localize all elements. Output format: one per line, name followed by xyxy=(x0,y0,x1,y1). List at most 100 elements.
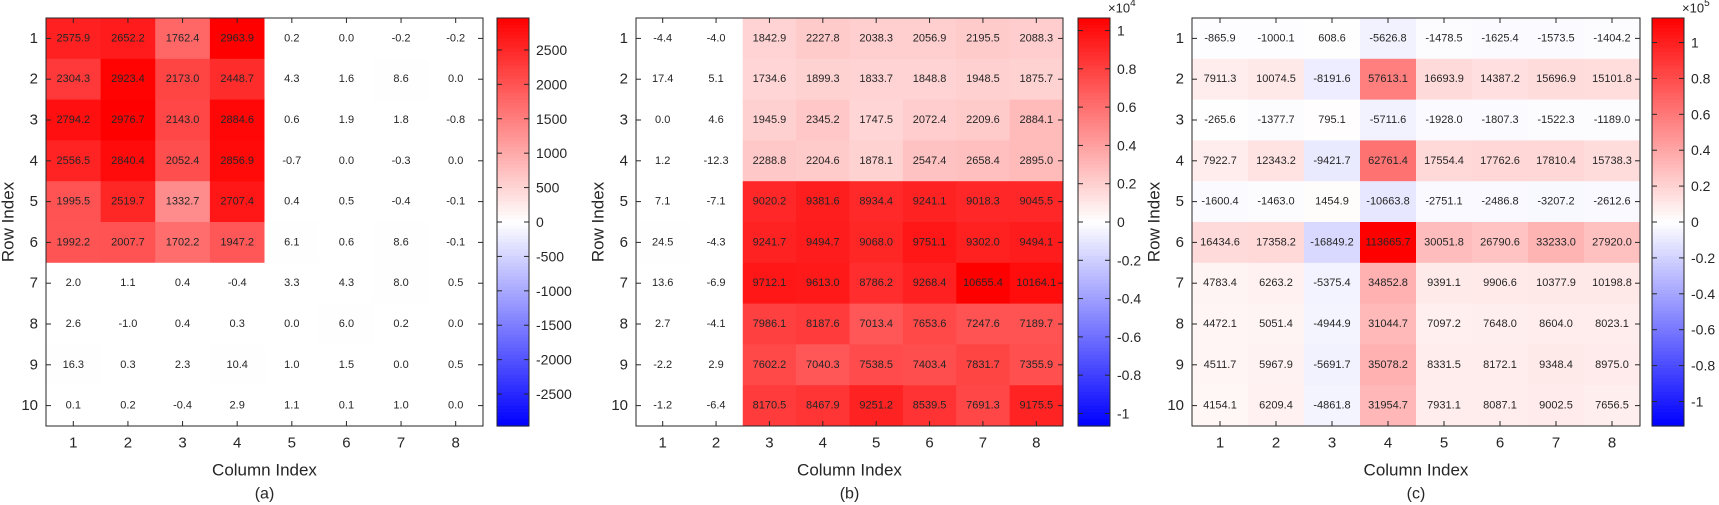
colorbar-segment xyxy=(1078,35,1110,39)
heatmap-cell xyxy=(1360,99,1417,141)
colorbar-segment xyxy=(497,130,529,135)
heatmap-cell xyxy=(1248,303,1305,345)
x-tick-label: 7 xyxy=(1552,435,1560,452)
cell-label: 1878.1 xyxy=(859,155,893,167)
y-tick-label: 10 xyxy=(1167,397,1184,414)
heatmap-cell xyxy=(1192,181,1249,223)
heatmap-cell xyxy=(428,222,484,264)
heatmap-cell xyxy=(1584,344,1641,386)
cell-label: 2288.8 xyxy=(753,155,787,167)
colorbar-segment xyxy=(1078,184,1110,189)
heatmap-cell xyxy=(956,344,1011,386)
colorbar-segment xyxy=(1652,405,1684,410)
heatmap-cell xyxy=(1009,18,1064,60)
colorbar-segment xyxy=(497,344,529,349)
y-tick-label: 6 xyxy=(620,234,628,251)
heatmap-cell xyxy=(742,222,797,264)
colorbar-segment xyxy=(497,154,529,158)
heatmap-cell xyxy=(319,140,375,182)
colorbar-segment xyxy=(497,120,529,124)
colorbar-segment xyxy=(1652,293,1684,298)
cell-label: 10.4 xyxy=(226,359,247,371)
heatmap-cell xyxy=(796,18,850,60)
colorbar-segment xyxy=(1652,18,1684,22)
cell-label: 0.0 xyxy=(284,318,299,330)
cell-label: -1189.0 xyxy=(1594,114,1631,126)
colorbar-segment xyxy=(1078,354,1110,359)
heatmap-cell xyxy=(1360,181,1417,223)
colorbar-exponent-power: 5 xyxy=(1704,0,1710,9)
colorbar-segment xyxy=(1078,398,1110,403)
colorbar-segment xyxy=(1652,398,1684,403)
cell-label: 2209.6 xyxy=(966,114,1000,126)
heatmap-cell xyxy=(1248,262,1305,305)
colorbar-segment xyxy=(497,184,529,189)
colorbar-segment xyxy=(497,398,529,403)
cell-label: 1899.3 xyxy=(806,73,840,85)
cell-label: 9241.1 xyxy=(913,196,947,208)
cell-label: 13.6 xyxy=(652,277,673,289)
heatmap-cell xyxy=(264,262,320,305)
cell-label: 1762.4 xyxy=(166,32,200,44)
heatmap-cell xyxy=(1304,385,1361,427)
colorbar-segment xyxy=(497,419,529,424)
y-tick-label: 4 xyxy=(620,152,628,169)
colorbar-segment xyxy=(497,252,529,257)
heatmap-cell xyxy=(46,262,102,305)
colorbar-segment xyxy=(1652,157,1684,162)
colorbar-tick-label: -500 xyxy=(536,248,564,264)
colorbar-segment xyxy=(497,103,529,107)
colorbar-segment xyxy=(1652,239,1684,243)
colorbar-segment xyxy=(1078,228,1110,233)
cell-label: -1404.2 xyxy=(1593,32,1630,44)
colorbar-segment xyxy=(1078,290,1110,294)
cell-label: 9068.0 xyxy=(859,236,893,248)
heatmap-cell xyxy=(428,262,484,305)
colorbar-segment xyxy=(1652,269,1684,274)
colorbar-segment xyxy=(1078,269,1110,274)
heatmap-cell xyxy=(849,385,904,427)
heatmap-cell xyxy=(155,99,211,141)
heatmap-cell xyxy=(155,58,211,101)
cell-label: -4.0 xyxy=(707,32,726,44)
colorbar-segment xyxy=(1078,38,1110,43)
colorbar-segment xyxy=(497,140,529,145)
colorbar-segment xyxy=(1652,147,1684,152)
colorbar-segment xyxy=(1078,412,1110,417)
colorbar-segment xyxy=(1078,371,1110,376)
colorbar-segment xyxy=(1078,381,1110,386)
heatmap-cell xyxy=(373,344,429,386)
heatmap-cell xyxy=(1584,140,1641,182)
cell-label: -3207.2 xyxy=(1537,196,1574,208)
cell-label: -1377.7 xyxy=(1257,114,1294,126)
cell-label: 0.6 xyxy=(339,236,354,248)
heatmap-cell xyxy=(1009,222,1064,264)
colorbar-segment xyxy=(497,35,529,39)
heatmap-cell xyxy=(1360,222,1417,264)
heatmap-cell xyxy=(796,385,850,427)
colorbar-segment xyxy=(1652,154,1684,158)
colorbar-segment xyxy=(497,201,529,206)
colorbar-segment xyxy=(1078,279,1110,284)
colorbar-segment xyxy=(497,358,529,362)
colorbar-exponent-power: 4 xyxy=(1130,0,1136,9)
colorbar-segment xyxy=(497,235,529,240)
cell-label: -0.4 xyxy=(228,277,247,289)
heatmap-cell xyxy=(902,99,957,141)
cell-label: 10377.9 xyxy=(1536,277,1576,289)
colorbar-segment xyxy=(1078,205,1110,209)
cell-label: 5051.4 xyxy=(1259,318,1293,330)
colorbar-segment xyxy=(497,89,529,94)
y-tick-label: 1 xyxy=(1176,30,1184,47)
cell-label: 8467.9 xyxy=(806,400,840,412)
cell-label: 2.9 xyxy=(230,400,245,412)
cell-label: 0.3 xyxy=(120,359,135,371)
cell-label: 8087.1 xyxy=(1483,400,1517,412)
colorbar-segment xyxy=(1078,48,1110,53)
cell-label: 9712.1 xyxy=(753,277,787,289)
y-axis-label: Row Index xyxy=(1145,181,1164,262)
heatmap-cell xyxy=(373,303,429,345)
colorbar-segment xyxy=(1078,18,1110,22)
colorbar-segment xyxy=(1078,113,1110,118)
